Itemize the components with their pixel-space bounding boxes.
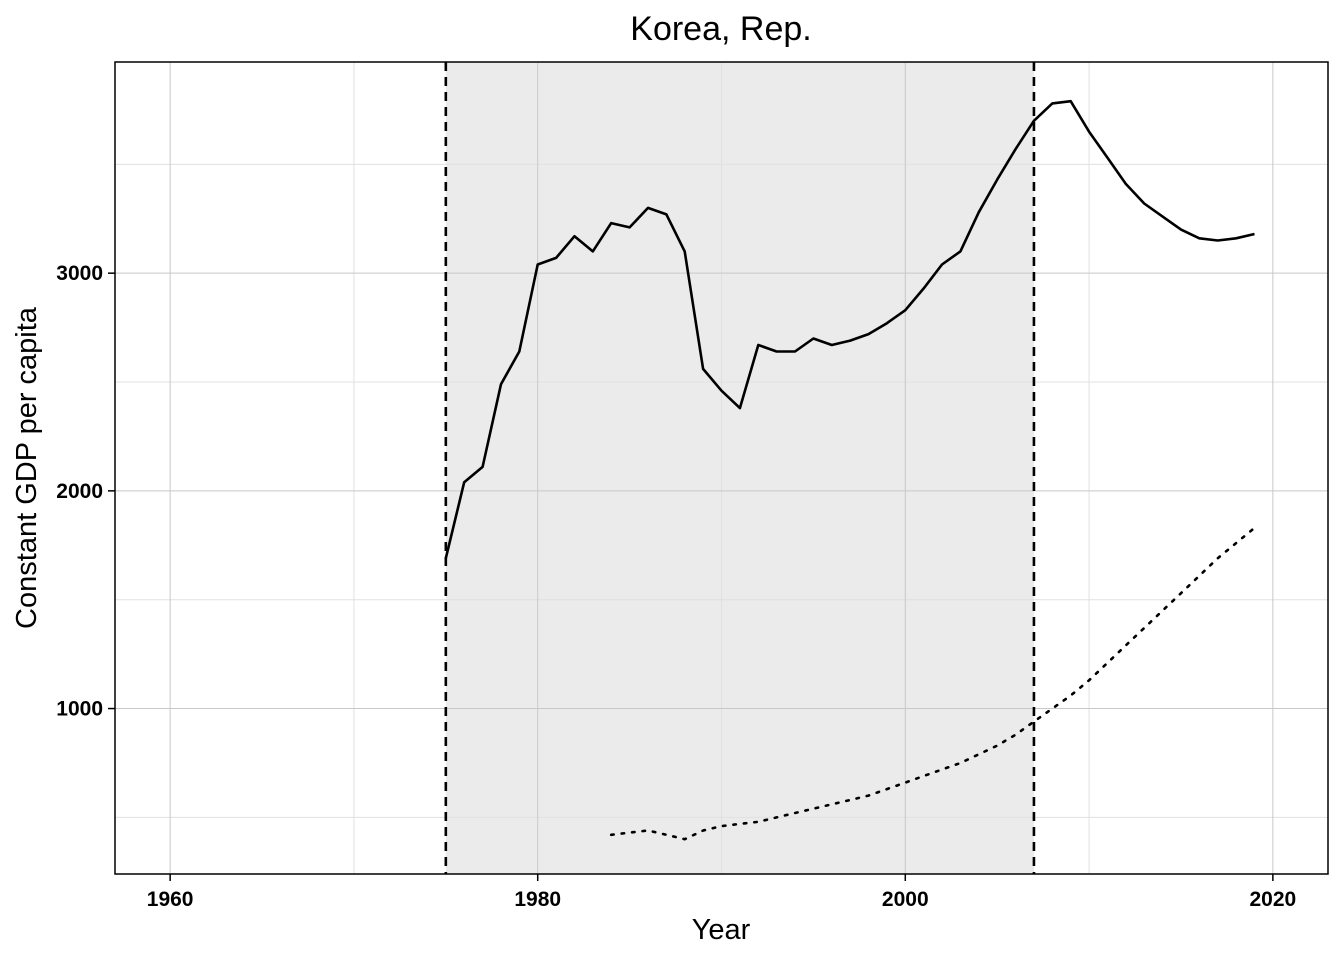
panel-border (114, 61, 1329, 875)
shaded-period (445, 62, 1034, 874)
x-tick-label: 2000 (882, 888, 929, 911)
series-line-1 (444, 99, 1255, 559)
x-tick-label: 1960 (147, 888, 194, 911)
y-tick-label: 1000 (56, 698, 103, 721)
x-tick-label: 1980 (514, 888, 561, 911)
chart-title: Korea, Rep. (630, 10, 811, 48)
y-axis-title: Constant GDP per capita (11, 306, 43, 629)
x-tick-label: 2020 (1250, 888, 1297, 911)
x-axis-title: Year (692, 914, 751, 946)
y-tick-label: 3000 (56, 262, 103, 285)
axes: 1960 1980 2000 2020 1000 2000 3000 (56, 61, 1329, 911)
plot-area (115, 62, 1328, 874)
y-tick-label: 2000 (56, 480, 103, 503)
